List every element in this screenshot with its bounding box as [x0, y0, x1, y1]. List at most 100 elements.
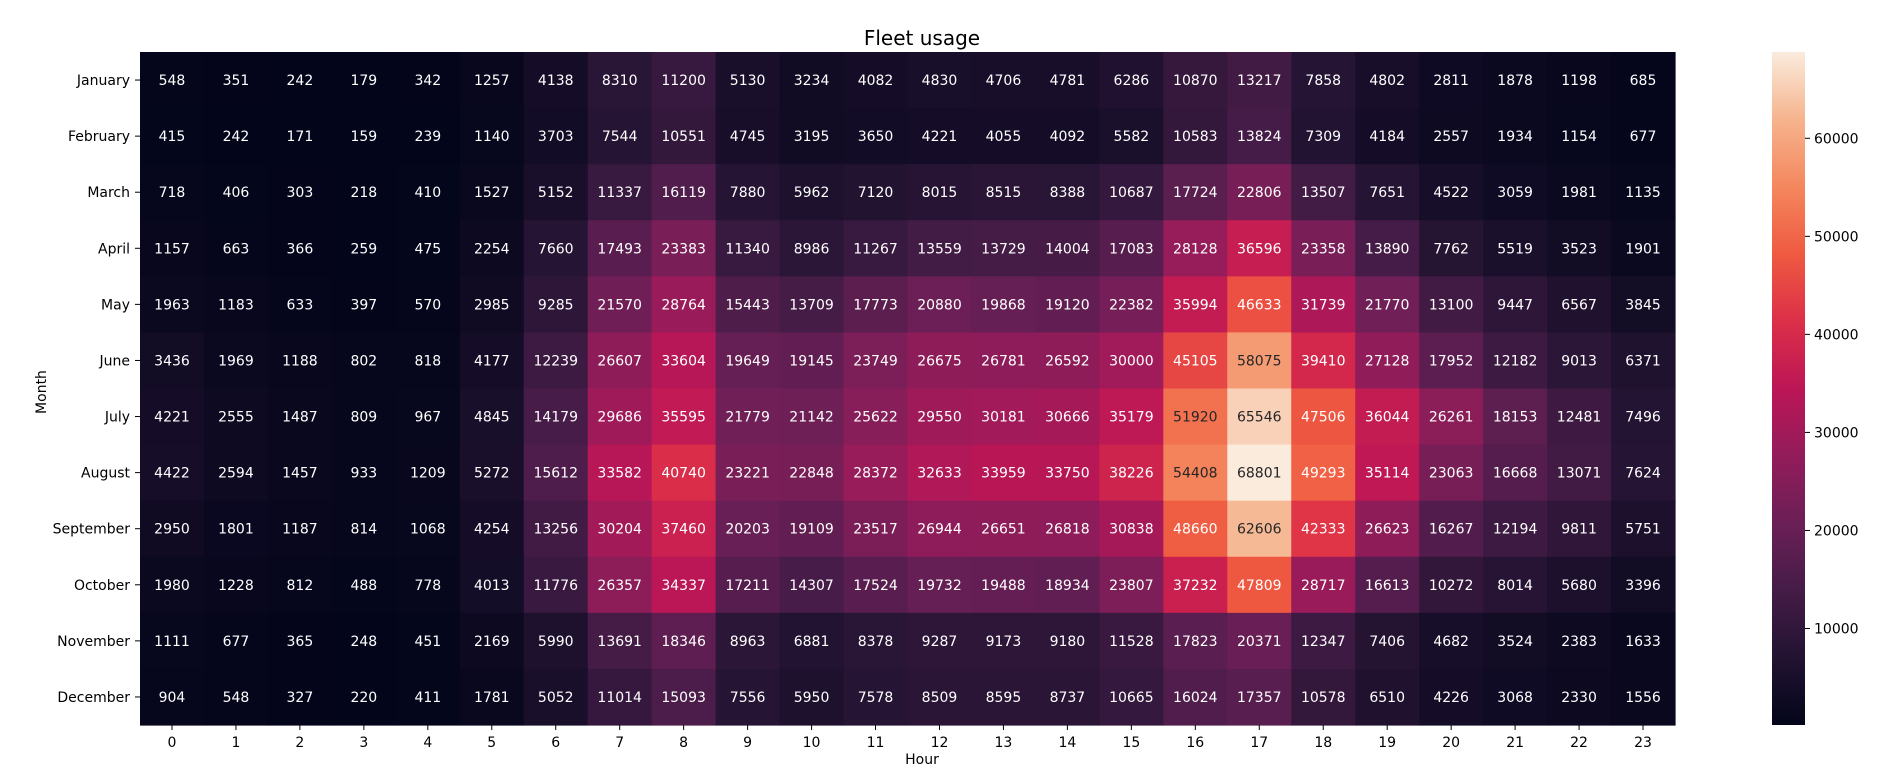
cell-value-label: 475	[414, 241, 441, 257]
x-tick-label: 16	[1186, 735, 1204, 751]
cell-value-label: 3436	[154, 353, 190, 369]
heatmap-cell	[395, 276, 461, 334]
heatmap-cell	[459, 164, 525, 221]
x-tick-label: 14	[1058, 735, 1076, 751]
cell-value-label: 35114	[1365, 466, 1410, 482]
heatmap-cell	[715, 220, 781, 277]
cell-value-label: 411	[414, 690, 441, 706]
x-tick-label: 12	[931, 735, 949, 751]
heatmap-cell	[1611, 556, 1676, 614]
heatmap-cell	[1291, 444, 1356, 502]
cell-value-label: 4745	[730, 129, 766, 145]
heatmap-cell	[1227, 612, 1292, 670]
colorbar-tick-label: 60000	[1814, 131, 1859, 147]
heatmap-cell	[331, 388, 397, 446]
heatmap-cell	[267, 108, 333, 165]
heatmap-cell	[907, 388, 973, 446]
heatmap-cell	[1227, 52, 1292, 109]
cell-value-label: 26592	[1045, 353, 1090, 369]
heatmap-cell	[651, 52, 717, 109]
heatmap-cell	[459, 276, 525, 334]
x-tick-label: 13	[995, 735, 1013, 751]
cell-value-label: 15612	[533, 466, 578, 482]
heatmap-cell	[1419, 556, 1484, 614]
heatmap-cell	[1099, 556, 1164, 614]
heatmap-cell	[1227, 388, 1292, 446]
cell-value-label: 17524	[853, 578, 898, 594]
cell-value-label: 11267	[853, 241, 898, 257]
cell-value-label: 16024	[1173, 690, 1218, 706]
y-tick-label: November	[57, 634, 130, 650]
heatmap-cell	[1483, 388, 1548, 446]
heatmap-cell	[1483, 108, 1548, 165]
heatmap-cell	[331, 52, 397, 109]
heatmap-cell	[1355, 388, 1420, 446]
heatmap-cell	[1099, 108, 1164, 165]
heatmap-cell	[587, 108, 653, 165]
cell-value-label: 29550	[917, 410, 962, 426]
cell-value-label: 22806	[1237, 185, 1282, 201]
cell-value-label: 239	[414, 129, 441, 145]
x-tick-label: 23	[1634, 735, 1652, 751]
cell-value-label: 27128	[1365, 353, 1410, 369]
cell-value-label: 54408	[1173, 466, 1218, 482]
cell-value-label: 8515	[986, 185, 1022, 201]
cell-value-label: 19120	[1045, 297, 1090, 313]
heatmap-cell	[267, 52, 333, 109]
x-tick-label: 8	[679, 735, 688, 751]
cell-value-label: 2254	[474, 241, 510, 257]
heatmap-cell	[1611, 332, 1676, 390]
heatmap-cell	[907, 444, 973, 502]
cell-value-label: 22848	[789, 466, 834, 482]
cell-value-label: 48660	[1173, 522, 1218, 538]
cell-value-label: 365	[287, 634, 314, 650]
heatmap-cell	[651, 220, 717, 277]
heatmap-cell	[1483, 668, 1548, 726]
cell-value-label: 49293	[1301, 466, 1346, 482]
cell-value-label: 4682	[1433, 634, 1469, 650]
cell-value-label: 34337	[661, 578, 706, 594]
cell-value-label: 7496	[1625, 410, 1661, 426]
heatmap-cell	[651, 164, 717, 221]
heatmap-cell	[1355, 164, 1420, 221]
x-tick-label: 5	[487, 735, 496, 751]
heatmap-cell	[331, 668, 397, 726]
cell-value-label: 1068	[410, 522, 446, 538]
cell-value-label: 16668	[1493, 466, 1538, 482]
heatmap-cell	[267, 444, 333, 502]
heatmap-cell	[1547, 220, 1612, 277]
cell-value-label: 23063	[1429, 466, 1474, 482]
heatmap-cell	[1291, 108, 1356, 165]
heatmap-cell	[1547, 388, 1612, 446]
cell-value-label: 13256	[533, 522, 578, 538]
cell-value-label: 3195	[794, 129, 830, 145]
cell-value-label: 4845	[474, 410, 510, 426]
heatmap-cell	[779, 52, 845, 109]
cell-value-label: 30666	[1045, 410, 1090, 426]
heatmap-cell	[1483, 164, 1548, 221]
colorbar-tick-label: 30000	[1814, 425, 1859, 441]
cell-value-label: 548	[223, 690, 250, 706]
heatmap-cell	[140, 556, 205, 614]
heatmap-cell	[203, 612, 269, 670]
heatmap-cell	[203, 52, 269, 109]
heatmap-cell	[459, 52, 525, 109]
heatmap-cell	[907, 220, 973, 277]
cell-value-label: 68801	[1237, 466, 1282, 482]
heatmap-cell	[1099, 164, 1164, 221]
cell-value-label: 4226	[1433, 690, 1469, 706]
heatmap-cell	[523, 556, 589, 614]
heatmap-cell	[140, 276, 205, 334]
heatmap-cell	[203, 668, 269, 726]
cell-value-label: 23749	[853, 353, 898, 369]
colorbar-tick-label: 50000	[1814, 229, 1859, 245]
cell-value-label: 4802	[1369, 73, 1405, 89]
cell-value-label: 33604	[661, 353, 706, 369]
heatmap-cell	[651, 668, 717, 726]
heatmap-cell	[843, 500, 909, 558]
cell-value-label: 1457	[282, 466, 318, 482]
heatmap-cells: 548 351 242 179 342 1257 4138 8310 11200 5130 3234…	[140, 52, 1676, 726]
heatmap-cell	[395, 388, 461, 446]
heatmap-cell	[1483, 500, 1548, 558]
x-tick-label: 2	[295, 735, 304, 751]
